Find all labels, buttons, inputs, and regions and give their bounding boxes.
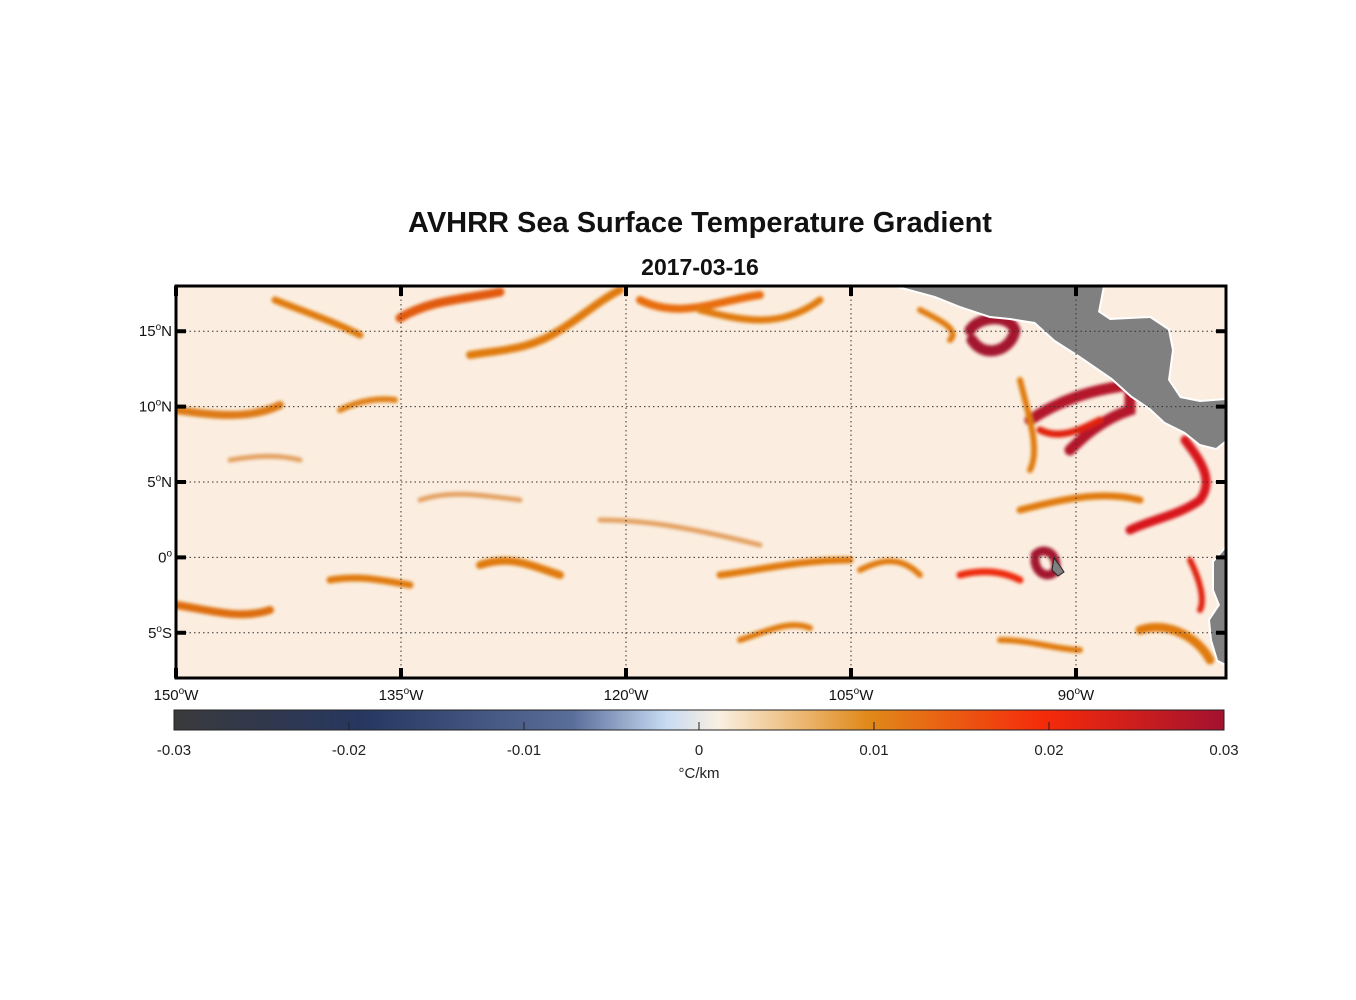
colorbar: -0.03 -0.02 -0.01 0 0.01 0.02 0.03 °C/km xyxy=(157,709,1239,782)
front-streak xyxy=(1016,492,1144,514)
colorbar-tick-label: -0.03 xyxy=(157,742,191,759)
y-tick-label: 5oS xyxy=(148,624,172,642)
colorbar-tick-label: 0 xyxy=(695,742,703,759)
front-streak xyxy=(964,313,1021,357)
front-streak xyxy=(696,296,824,324)
y-tick-label: 15oN xyxy=(139,322,172,340)
land-mask xyxy=(897,286,1226,667)
land-central-america xyxy=(897,286,1226,451)
front-streak xyxy=(1036,416,1104,438)
x-tick-label: 105oW xyxy=(829,686,875,704)
x-tick-label: 135oW xyxy=(379,686,425,704)
land-galapagos xyxy=(1051,556,1065,577)
front-streak xyxy=(176,601,274,619)
colorbar-tick-label: 0.01 xyxy=(859,742,888,759)
front-streak xyxy=(1187,557,1205,613)
front-streak xyxy=(417,491,523,503)
x-tick-label: 150oW xyxy=(154,686,200,704)
chart-subtitle: 2017-03-16 xyxy=(641,254,759,280)
y-tick-label: 5oN xyxy=(147,473,172,491)
y-tick-label: 0o xyxy=(158,548,172,566)
x-tick-label: 120oW xyxy=(604,686,650,704)
front-streak xyxy=(737,622,813,643)
front-streak xyxy=(476,556,564,579)
x-tick-label: 90oW xyxy=(1058,686,1095,704)
front-streak xyxy=(1017,377,1038,473)
front-streak xyxy=(337,396,398,413)
colorbar-tick-label: 0.02 xyxy=(1034,742,1063,759)
front-streak xyxy=(917,307,956,343)
front-streak xyxy=(716,556,854,579)
front-streak xyxy=(227,453,303,463)
front-streak xyxy=(1125,435,1211,535)
ocean-background xyxy=(176,286,1226,678)
front-streak xyxy=(597,517,763,548)
front-streak xyxy=(997,637,1083,653)
front-streak xyxy=(857,558,923,578)
colorbar-label: °C/km xyxy=(679,765,720,782)
front-streak xyxy=(176,401,284,419)
front-streak xyxy=(395,287,505,323)
colorbar-tick-label: -0.02 xyxy=(332,742,366,759)
front-streak xyxy=(466,286,624,359)
y-tick-label: 10oN xyxy=(139,398,172,416)
colorbar-tick-label: 0.03 xyxy=(1209,742,1238,759)
front-streak xyxy=(1135,622,1215,665)
chart-title: AVHRR Sea Surface Temperature Gradient xyxy=(408,207,992,239)
colorbar-tick-label: -0.01 xyxy=(507,742,541,759)
front-streak xyxy=(956,568,1024,584)
front-streak xyxy=(271,296,364,339)
land-south-america xyxy=(1207,544,1226,667)
